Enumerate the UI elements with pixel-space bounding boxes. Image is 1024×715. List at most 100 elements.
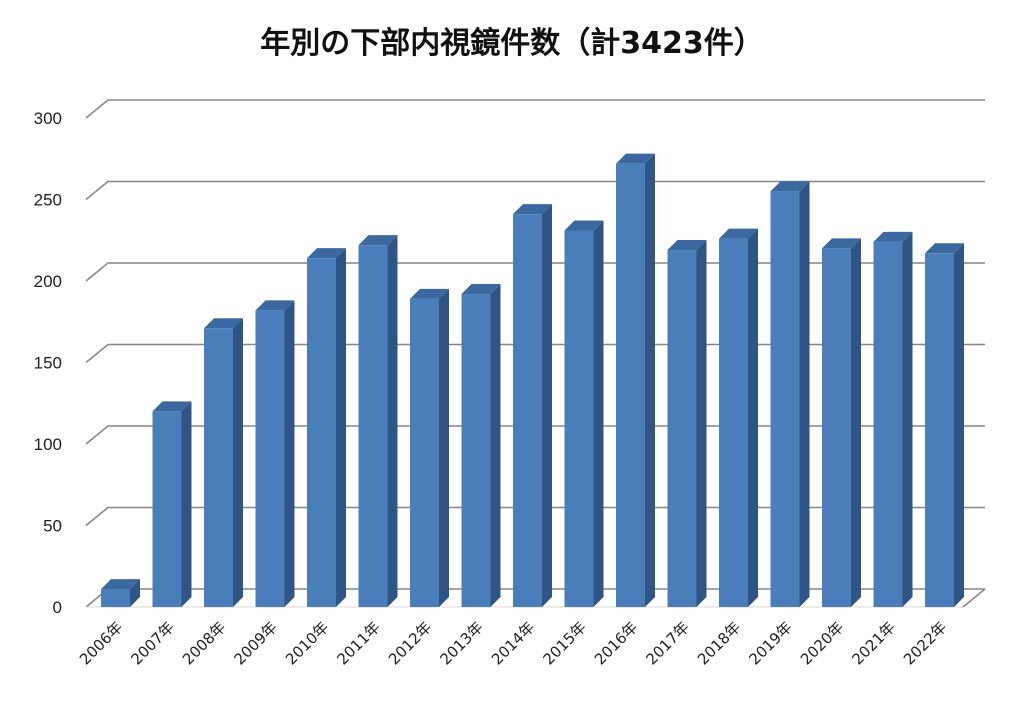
x-tick-label: 2006年 — [76, 618, 126, 668]
bar-front — [719, 238, 748, 607]
bar-front — [307, 258, 336, 607]
bar-top — [101, 579, 140, 590]
bar-2007年 — [152, 401, 192, 607]
x-tick-label: 2009年 — [230, 618, 280, 668]
y-tick-label: 50 — [43, 517, 62, 536]
bar-2013年 — [461, 284, 501, 607]
bar-2012年 — [410, 288, 449, 607]
bar-front — [461, 294, 491, 607]
bar-side — [748, 228, 758, 607]
bar-top — [719, 228, 758, 239]
bar-top — [873, 231, 913, 242]
bar-top — [204, 318, 243, 329]
bar-side — [181, 401, 192, 607]
bar-front — [513, 214, 542, 608]
x-tick-label: 2013年 — [436, 618, 486, 668]
bars — [101, 153, 964, 608]
y-tick-label: 200 — [34, 272, 62, 291]
bar-2019年 — [770, 181, 810, 607]
x-tick-label: 2019年 — [745, 618, 795, 668]
bar-front — [410, 298, 439, 607]
y-tick-label: 100 — [34, 435, 62, 454]
x-tick-label: 2008年 — [179, 618, 229, 668]
bar-top — [925, 243, 964, 254]
bar-front — [822, 248, 851, 607]
bar-2010年 — [307, 248, 346, 607]
bar-top — [307, 248, 346, 259]
y-tick-label: 0 — [53, 598, 62, 617]
bar-2018年 — [719, 228, 758, 607]
bar-front — [101, 589, 130, 607]
bar-side — [439, 288, 449, 607]
bar-2009年 — [255, 300, 295, 607]
x-tick-label: 2022年 — [900, 618, 950, 668]
y-tick-label: 150 — [34, 354, 62, 373]
bar-side — [130, 579, 140, 607]
x-tick-label: 2014年 — [488, 618, 538, 668]
bar-top — [358, 235, 398, 246]
bar-front — [873, 241, 903, 607]
bar-2022年 — [925, 243, 964, 608]
gridline-250 — [85, 180, 985, 201]
x-tick-label: 2012年 — [385, 618, 435, 668]
x-tick-label: 2018年 — [694, 618, 744, 668]
bar-side — [954, 243, 964, 608]
bar-front — [152, 411, 182, 607]
bar-2016年 — [616, 153, 655, 607]
y-axis-ticks: 0 50 100 150 200 250 300 — [34, 109, 62, 617]
bar-top — [255, 300, 295, 311]
bar-2008年 — [204, 318, 243, 607]
bar-front — [667, 250, 697, 607]
x-tick-label: 2007年 — [127, 618, 177, 668]
bar-top — [461, 284, 501, 295]
bar-side — [336, 248, 346, 607]
floor-edge — [962, 588, 986, 608]
bar-front — [770, 191, 800, 607]
bar-front — [255, 310, 285, 607]
bar-2006年 — [101, 579, 140, 607]
bar-front — [204, 328, 233, 607]
x-tick-label: 2011年 — [333, 618, 383, 668]
bar-side — [387, 235, 398, 607]
x-tick-label: 2017年 — [642, 618, 692, 668]
x-tick-label: 2021年 — [848, 618, 898, 668]
x-axis-ticks: 2006年 2007年 2008年 2009年 2010年 2011年 2012年 2013年… — [76, 618, 950, 668]
bar-side — [902, 231, 913, 607]
bar-side — [799, 181, 810, 607]
bar-top — [513, 204, 552, 215]
bar-2014年 — [513, 204, 552, 608]
y-tick-label: 250 — [34, 191, 62, 210]
bar-top — [822, 238, 861, 249]
bar-top — [410, 288, 449, 299]
bar-side — [851, 238, 861, 607]
x-tick-label: 2015年 — [539, 618, 589, 668]
bar-side — [490, 284, 501, 607]
x-tick-label: 2020年 — [797, 618, 847, 668]
bar-side — [593, 220, 604, 607]
gridline-300 — [85, 99, 985, 119]
bar-2020年 — [822, 238, 861, 607]
bar-side — [696, 240, 707, 607]
bar-front — [925, 253, 954, 608]
bar-side — [233, 318, 243, 607]
bar-2017年 — [667, 240, 707, 607]
y-tick-label: 300 — [34, 109, 62, 128]
bar-top — [564, 220, 604, 231]
x-tick-label: 2010年 — [282, 618, 332, 668]
bar-top — [667, 240, 707, 251]
x-tick-label: 2016年 — [591, 618, 641, 668]
bar-front — [358, 245, 388, 607]
bar-side — [645, 153, 655, 607]
chart-title: 年別の下部内視鏡件数（計3423件） — [260, 26, 764, 61]
bar-top — [616, 153, 655, 164]
bar-2021年 — [873, 231, 913, 607]
bar-top — [152, 401, 192, 412]
bar-side — [542, 204, 552, 608]
bar-front — [564, 230, 594, 607]
bar-2015年 — [564, 220, 604, 607]
bar-2011年 — [358, 235, 398, 607]
bar-front — [616, 163, 645, 607]
bar-top — [770, 181, 810, 192]
bar-side — [284, 300, 295, 607]
